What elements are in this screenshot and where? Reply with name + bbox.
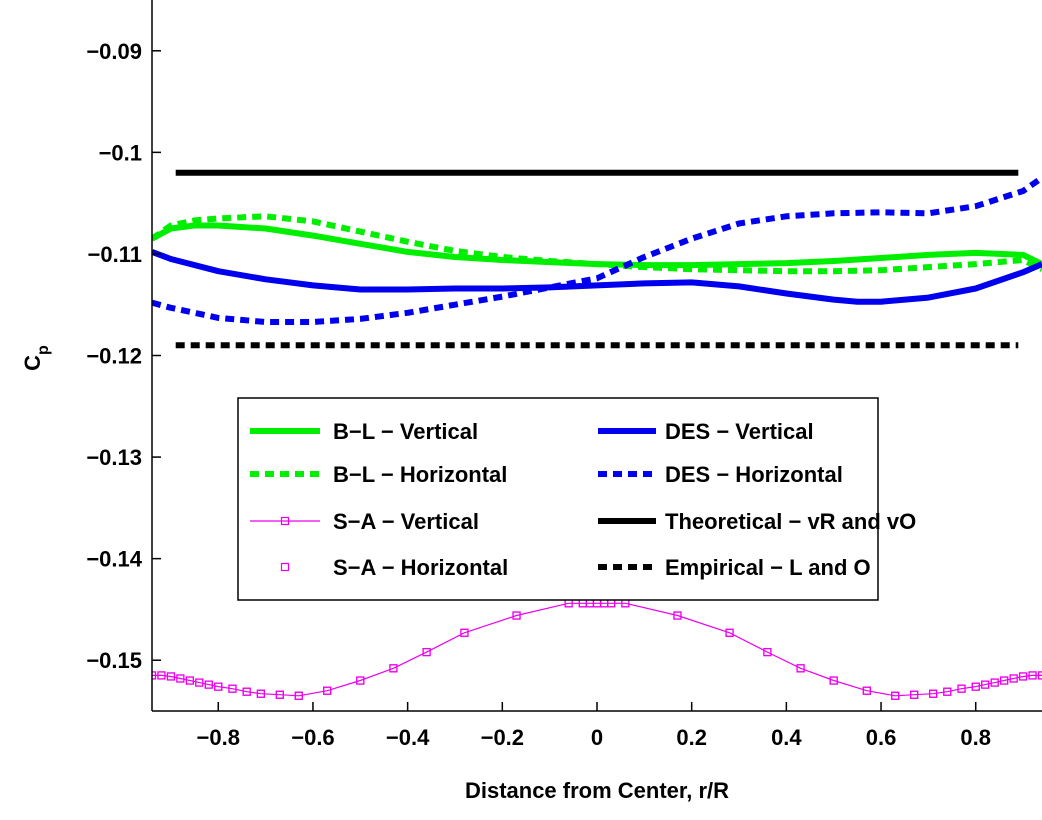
data-point xyxy=(157,671,166,680)
x-tick-label: 0.6 xyxy=(866,725,897,750)
data-point xyxy=(673,611,682,620)
legend-swatch-marker xyxy=(280,516,290,526)
series-s-a-vertical xyxy=(152,599,1042,700)
data-point xyxy=(512,611,521,620)
legend-label: S−A − Horizontal xyxy=(333,555,508,580)
legend-entry-empirical-l-and-o: Empirical − L and O xyxy=(598,555,871,580)
data-point xyxy=(1037,671,1042,680)
data-point xyxy=(195,678,204,687)
series-b-l-vertical xyxy=(152,222,1042,269)
y-tick-label: −0.11 xyxy=(88,242,142,267)
series-line xyxy=(152,175,1042,325)
data-point xyxy=(763,647,772,657)
legend-label: DES − Horizontal xyxy=(665,462,843,487)
data-point xyxy=(929,689,938,698)
data-point xyxy=(981,680,990,689)
data-point xyxy=(275,690,284,699)
data-point xyxy=(152,671,157,680)
data-point xyxy=(910,690,919,699)
data-point xyxy=(943,687,952,696)
data-point xyxy=(185,676,194,685)
legend-label: DES − Vertical xyxy=(665,419,814,444)
legend-label: Theoretical − vR and vO xyxy=(665,509,916,534)
legend-swatch-marker xyxy=(280,562,290,572)
data-point xyxy=(176,674,185,683)
x-tick-label: 0.4 xyxy=(771,725,802,750)
y-tick-label: −0.15 xyxy=(86,648,142,673)
data-point xyxy=(1028,671,1037,680)
data-point xyxy=(356,676,365,685)
legend-entry-b-l-vertical: B−L − Vertical xyxy=(250,419,478,444)
series-des-vertical xyxy=(152,249,1042,305)
x-tick-label: −0.2 xyxy=(481,725,524,750)
svg-text:Cp: Cp xyxy=(20,345,52,371)
y-tick-label: −0.1 xyxy=(99,140,142,165)
series-line xyxy=(152,222,1042,269)
data-point xyxy=(228,684,237,693)
series-layer xyxy=(152,169,1042,700)
data-point xyxy=(990,678,999,687)
data-point xyxy=(242,687,251,696)
x-tick-label: 0.8 xyxy=(960,725,991,750)
data-point xyxy=(957,684,966,693)
legend-entry-des-horizontal: DES − Horizontal xyxy=(598,462,843,487)
data-point xyxy=(204,680,213,689)
data-point xyxy=(214,682,223,691)
legend-entry-s-a-vertical: S−A − Vertical xyxy=(250,509,479,534)
x-tick-label: −0.4 xyxy=(386,725,430,750)
y-tick-label: −0.13 xyxy=(86,445,142,470)
x-tick-label: 0 xyxy=(591,725,603,750)
y-tick-label: −0.14 xyxy=(86,547,142,572)
axes xyxy=(151,0,1042,712)
y-axis-title-sub: p xyxy=(35,345,52,355)
x-axis-ticks: −0.8 −0.6 −0.4 −0.2 0 0.2 0.4 0.6 0.8 xyxy=(197,702,991,750)
data-point xyxy=(166,672,176,681)
data-point xyxy=(971,682,980,691)
series-line xyxy=(152,602,1042,697)
series-b-l-horizontal xyxy=(152,213,1042,275)
legend: B−L − Vertical B−L − Horizontal S−A − Vert… xyxy=(237,397,916,601)
y-axis-title-main: C xyxy=(20,355,45,371)
data-point xyxy=(323,686,332,695)
y-axis-title: Cp xyxy=(20,345,52,371)
series-line xyxy=(152,213,1042,275)
data-point xyxy=(460,628,469,637)
series-s-a-horizontal xyxy=(152,599,1042,700)
legend-entry-theoretical-vr-and-vo: Theoretical − vR and vO xyxy=(598,509,916,534)
data-point xyxy=(1018,672,1028,681)
legend-label: Empirical − L and O xyxy=(665,555,871,580)
data-point xyxy=(725,628,734,637)
y-tick-label: −0.12 xyxy=(86,344,142,369)
legend-label: B−L − Horizontal xyxy=(333,462,507,487)
legend-entry-s-a-horizontal: S−A − Horizontal xyxy=(280,555,508,580)
x-tick-label: −0.6 xyxy=(291,725,334,750)
legend-box xyxy=(237,397,879,601)
legend-label: S−A − Vertical xyxy=(333,509,479,534)
x-tick-label: 0.2 xyxy=(676,725,707,750)
data-point xyxy=(796,664,805,673)
data-point xyxy=(294,691,303,700)
series-des-horizontal xyxy=(152,175,1042,325)
legend-entry-b-l-horizontal: B−L − Horizontal xyxy=(250,462,507,487)
data-point xyxy=(1000,676,1009,685)
data-point xyxy=(256,689,265,698)
data-point xyxy=(829,676,838,685)
data-point xyxy=(422,647,431,657)
series-line xyxy=(152,249,1042,305)
y-tick-label: −0.09 xyxy=(86,39,142,64)
data-point xyxy=(862,686,871,695)
data-point xyxy=(1009,674,1018,683)
data-point xyxy=(891,691,900,700)
x-axis-title: Distance from Center, r/R xyxy=(465,778,729,803)
legend-entry-des-vertical: DES − Vertical xyxy=(598,419,814,444)
x-tick-label: −0.8 xyxy=(197,725,240,750)
data-point xyxy=(389,664,398,673)
legend-label: B−L − Vertical xyxy=(333,419,478,444)
y-axis-ticks: −0.09 −0.1 −0.11 −0.12 −0.13 −0.14 −0.15 xyxy=(86,39,161,673)
